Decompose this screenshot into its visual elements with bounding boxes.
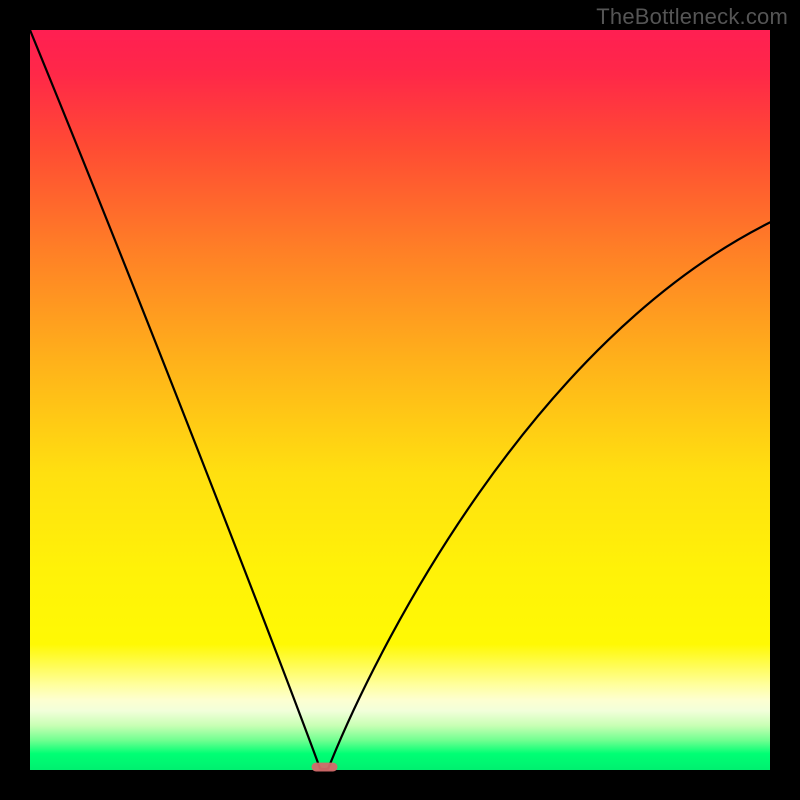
bottleneck-chart (0, 0, 800, 800)
minimum-marker (312, 763, 338, 772)
plot-background-gradient (30, 30, 770, 770)
watermark-text: TheBottleneck.com (596, 4, 788, 30)
